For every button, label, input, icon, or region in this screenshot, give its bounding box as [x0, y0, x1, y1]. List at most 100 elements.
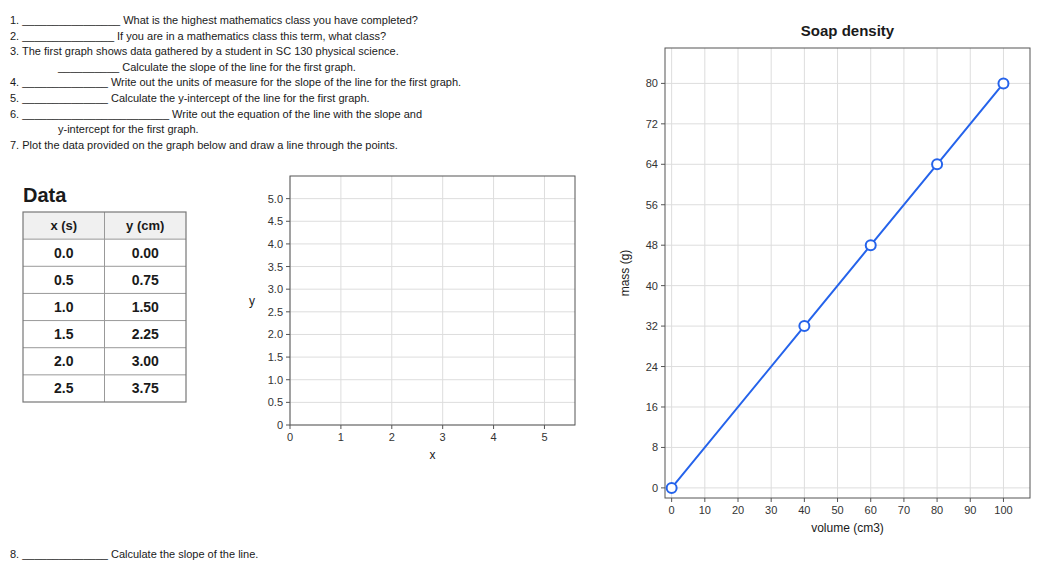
y-tick-label: 1.0 — [268, 374, 283, 386]
table-x-cell: 1.0 — [54, 299, 74, 315]
x-tick — [804, 498, 805, 502]
x-grid-line — [804, 48, 805, 498]
x-tick — [837, 498, 838, 502]
y-tick — [286, 311, 290, 312]
y-tick-label: 48 — [646, 239, 658, 251]
y-grid-line — [290, 289, 575, 290]
y-grid-line — [665, 123, 1030, 124]
y-grid-line — [290, 379, 575, 380]
x-grid-line — [970, 48, 971, 498]
y-tick — [661, 123, 665, 124]
x-tick — [937, 498, 938, 502]
y-tick — [286, 357, 290, 358]
question-text: 8. ______________ Calculate the slope of… — [10, 548, 258, 560]
question-text: 6. ________________________ Write out th… — [10, 108, 422, 120]
table-value-cell — [105, 266, 187, 293]
y-axis-label: mass (g) — [618, 250, 632, 297]
x-tick-label: 80 — [931, 504, 943, 516]
x-tick-label: 40 — [798, 504, 810, 516]
question-text: y-intercept for the first graph. — [58, 123, 199, 135]
x-tick-label: 5 — [541, 431, 547, 443]
ticks: 01234500.51.01.52.02.53.03.54.04.55.0 — [268, 193, 548, 443]
y-tick-label: 72 — [646, 118, 658, 130]
x-grid-line — [340, 176, 341, 425]
y-grid-line — [665, 164, 1030, 165]
x-tick — [771, 498, 772, 502]
y-tick-label: 56 — [646, 199, 658, 211]
x-grid-line — [870, 48, 871, 498]
y-tick — [286, 289, 290, 290]
table-x-cell: 1.5 — [54, 326, 74, 342]
table-y-cell: 2.25 — [132, 326, 159, 342]
x-grid-line — [1003, 48, 1004, 498]
y-grid-line — [665, 366, 1030, 367]
y-grid-line — [665, 245, 1030, 246]
y-grid-line — [290, 221, 575, 222]
y-tick — [661, 245, 665, 246]
x-tick — [1003, 498, 1004, 502]
chart: 0102030405060708090100081624324048566472… — [618, 22, 1030, 535]
y-tick-label: 8 — [652, 441, 658, 453]
table-value-cell — [105, 293, 187, 320]
y-tick-label: 3.0 — [268, 283, 283, 295]
x-tick — [704, 498, 705, 502]
question-text: 2. _______________ If you are in a mathe… — [10, 30, 386, 42]
x-grid-line — [837, 48, 838, 498]
y-tick-label: 0 — [277, 419, 283, 431]
table-x-cell: 2.5 — [54, 380, 74, 396]
y-tick-label: 32 — [646, 320, 658, 332]
x-tick — [544, 425, 545, 429]
table-x-cell: 0.5 — [54, 272, 74, 288]
y-tick-label: 2.0 — [268, 328, 283, 340]
ticks: 0102030405060708090100081624324048566472… — [646, 77, 1013, 516]
y-tick — [286, 334, 290, 335]
y-tick — [286, 379, 290, 380]
y-tick-label: 16 — [646, 401, 658, 413]
table-value-cell — [105, 375, 187, 402]
y-tick — [286, 221, 290, 222]
y-tick-label: 80 — [646, 77, 658, 89]
plot-frame — [290, 176, 575, 425]
y-tick-label: 1.5 — [268, 351, 283, 363]
table-header: x (s) — [50, 218, 77, 233]
y-tick — [661, 487, 665, 488]
table-x-cell: 2.0 — [54, 353, 74, 369]
x-grid-line — [442, 176, 443, 425]
x-tick-label: 10 — [699, 504, 711, 516]
table-value-cell — [105, 348, 187, 375]
x-axis-label: volume (cm3) — [811, 521, 884, 535]
table-y-cell: 3.75 — [132, 380, 159, 396]
table-border — [23, 212, 186, 402]
x-tick — [340, 425, 341, 429]
y-grid-line — [290, 311, 575, 312]
x-tick-label: 50 — [831, 504, 843, 516]
y-tick — [286, 266, 290, 267]
grid — [290, 176, 575, 425]
table-header: y (cm) — [126, 218, 164, 233]
x-tick — [391, 425, 392, 429]
data-line — [672, 83, 1004, 487]
y-tick-label: 0.5 — [268, 396, 283, 408]
y-tick — [661, 83, 665, 84]
x-tick — [671, 498, 672, 502]
y-tick-label: 4.5 — [268, 215, 283, 227]
y-tick-label: 5.0 — [268, 193, 283, 205]
grid — [665, 48, 1030, 498]
y-grid-line — [665, 487, 1030, 488]
y-tick — [661, 406, 665, 407]
x-tick-label: 30 — [765, 504, 777, 516]
x-tick — [442, 425, 443, 429]
x-tick-label: 70 — [898, 504, 910, 516]
y-tick — [661, 285, 665, 286]
x-grid-line — [671, 48, 672, 498]
table-y-cell: 3.00 — [132, 353, 159, 369]
y-tick-label: 64 — [646, 158, 658, 170]
y-tick — [661, 326, 665, 327]
x-tick-label: 60 — [865, 504, 877, 516]
y-tick — [286, 198, 290, 199]
table-x-cell: 0.0 — [54, 245, 74, 261]
x-tick-label: 2 — [389, 431, 395, 443]
x-tick — [870, 498, 871, 502]
x-tick-label: 20 — [732, 504, 744, 516]
x-tick — [290, 425, 291, 429]
